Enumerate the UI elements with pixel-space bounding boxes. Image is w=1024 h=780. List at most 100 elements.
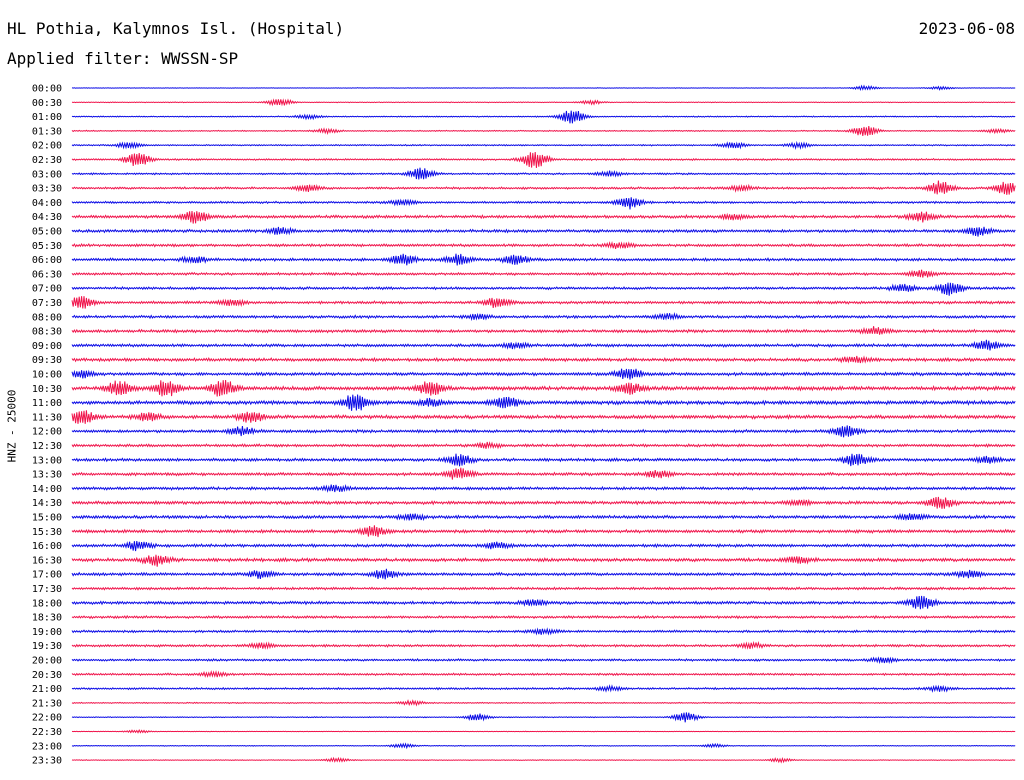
trace-row-0300 [71,167,1016,180]
row-time-label: 18:00 [32,598,62,609]
row-time-label: 08:30 [32,327,62,338]
trace-row-1500 [71,512,1016,522]
trace-row-2130 [71,699,1016,707]
trace-row-0230 [71,152,1016,168]
trace-row-0730 [71,296,1016,309]
trace-row-0830 [71,326,1016,335]
trace-row-1230 [71,441,1016,450]
trace-row-2300 [71,742,1016,750]
trace-row-0330 [71,180,1016,195]
trace-row-0700 [71,282,1016,296]
trace-row-1100 [71,394,1016,411]
row-time-label: 20:00 [32,656,62,667]
trace-row-1700 [71,568,1016,580]
trace-row-0430 [71,210,1016,224]
trace-row-2200 [71,712,1016,723]
trace-row-1430 [71,496,1016,509]
trace-row-1600 [71,540,1016,552]
row-time-label: 02:00 [32,141,62,152]
trace-row-1530 [71,525,1016,538]
trace-row-0930 [71,355,1016,364]
trace-row-2230 [71,728,1016,734]
row-time-label: 14:30 [32,498,62,509]
row-time-label: 17:00 [32,570,62,581]
trace-row-1830 [71,614,1016,620]
row-time-label: 20:30 [32,670,62,681]
traces [71,84,1016,764]
row-time-label: 15:00 [32,513,62,524]
row-time-label: 00:30 [32,98,62,109]
row-time-label: 05:30 [32,241,62,252]
row-time-label: 23:30 [32,756,62,767]
row-labels: 00:00 00:30 01:00 01:30 02:00 02:30 03:00 03:30… [32,84,62,767]
trace-row-1900 [71,627,1016,636]
row-time-label: 02:30 [32,155,62,166]
row-time-label: 04:30 [32,212,62,223]
row-time-label: 04:00 [32,198,62,209]
trace-row-1400 [71,483,1016,493]
row-time-label: 09:00 [32,341,62,352]
row-time-label: 09:30 [32,355,62,366]
trace-row-2030 [71,669,1016,678]
trace-row-0000 [71,84,1016,91]
trace-row-2000 [71,656,1016,665]
row-time-label: 06:30 [32,269,62,280]
row-time-label: 08:00 [32,312,62,323]
row-time-label: 19:00 [32,627,62,638]
trace-row-1300 [71,453,1016,467]
trace-row-0100 [71,110,1016,124]
trace-row-1030 [71,380,1016,397]
row-time-label: 00:00 [32,84,62,95]
row-time-label: 11:30 [32,412,62,423]
trace-row-0630 [71,269,1016,278]
trace-row-2330 [71,756,1016,764]
trace-row-1630 [71,554,1016,567]
row-time-label: 22:30 [32,727,62,738]
trace-row-2100 [71,684,1016,693]
row-time-label: 03:30 [32,184,62,195]
row-time-label: 10:00 [32,370,62,381]
row-time-label: 06:00 [32,255,62,266]
station-title: HL Pothia, Kalymnos Isl. (Hospital) [7,19,345,38]
trace-row-0600 [71,253,1016,266]
row-time-label: 16:00 [32,541,62,552]
trace-row-0900 [71,339,1016,351]
row-time-label: 13:30 [32,470,62,481]
row-time-label: 11:00 [32,398,62,409]
row-time-label: 23:00 [32,741,62,752]
row-time-label: 16:30 [32,555,62,566]
trace-row-1130 [71,410,1016,424]
trace-row-0500 [71,226,1016,237]
trace-row-1930 [71,640,1016,650]
row-time-label: 18:30 [32,613,62,624]
filter-label: Applied filter: WWSSN-SP [7,49,239,68]
row-time-label: 07:00 [32,284,62,295]
trace-row-0800 [71,312,1016,322]
trace-row-0030 [71,98,1016,107]
row-time-label: 21:00 [32,684,62,695]
row-time-label: 17:30 [32,584,62,595]
row-time-label: 07:30 [32,298,62,309]
trace-row-1330 [71,467,1016,480]
row-time-label: 15:30 [32,527,62,538]
row-time-label: 01:00 [32,112,62,123]
trace-row-1800 [71,595,1016,610]
row-time-label: 12:00 [32,427,62,438]
trace-row-0130 [71,126,1016,136]
row-time-label: 03:00 [32,169,62,180]
trace-row-0200 [71,140,1016,150]
row-time-label: 13:00 [32,455,62,466]
row-time-label: 21:30 [32,698,62,709]
trace-row-1200 [71,425,1016,438]
row-time-label: 19:30 [32,641,62,652]
row-time-label: 22:00 [32,713,62,724]
row-time-label: 12:30 [32,441,62,452]
row-time-label: 01:30 [32,126,62,137]
date-label: 2023-06-08 [918,19,1015,38]
trace-row-1730 [71,586,1016,591]
row-time-label: 05:00 [32,227,62,238]
trace-row-0400 [71,197,1016,210]
row-time-label: 14:00 [32,484,62,495]
row-time-label: 10:30 [32,384,62,395]
